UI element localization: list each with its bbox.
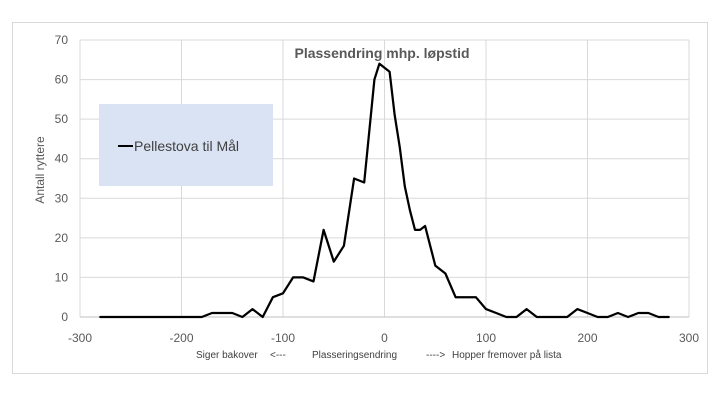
x-tick-label: 200 — [577, 331, 597, 345]
x-tick-label: -200 — [169, 331, 193, 345]
x-axis-title-right: Hopper fremover på lista — [452, 349, 562, 361]
y-tick-label: 0 — [61, 310, 68, 324]
x-tick-label: 0 — [381, 331, 388, 345]
y-tick-label: 50 — [55, 112, 69, 126]
x-axis-title-left-arrow: <--- — [270, 350, 286, 361]
x-tick-label: -300 — [68, 331, 92, 345]
x-axis-title-left: Siger bakover — [196, 350, 258, 361]
y-tick-label: 70 — [55, 33, 69, 47]
y-tick-labels: 0 10 20 30 40 50 60 70 — [55, 33, 69, 324]
x-tick-labels: -300 -200 -100 0 100 200 300 — [68, 331, 699, 345]
x-axis-title-right-arrow: ----> — [426, 350, 445, 361]
y-tick-label: 10 — [55, 270, 69, 284]
series-lines — [99, 62, 670, 319]
chart-title: Plassendring mhp. løpstid — [294, 45, 469, 61]
x-tick-label: -100 — [271, 331, 295, 345]
y-tick-label: 60 — [55, 73, 69, 87]
legend-label: Pellestova til Mål — [134, 138, 239, 154]
grid — [79, 39, 690, 317]
y-axis-title: Antall ryttere — [33, 136, 47, 204]
y-tick-label: 40 — [55, 152, 69, 166]
legend: Pellestova til Mål — [99, 104, 273, 186]
x-tick-label: 100 — [476, 331, 496, 345]
x-axis-title: Siger bakover <--- Plasseringsendring --… — [196, 349, 562, 361]
y-tick-label: 20 — [55, 231, 69, 245]
series-line — [99, 62, 670, 319]
x-axis-title-center: Plasseringsendring — [312, 350, 397, 361]
x-tick-label: 300 — [679, 331, 699, 345]
y-tick-label: 30 — [55, 191, 69, 205]
